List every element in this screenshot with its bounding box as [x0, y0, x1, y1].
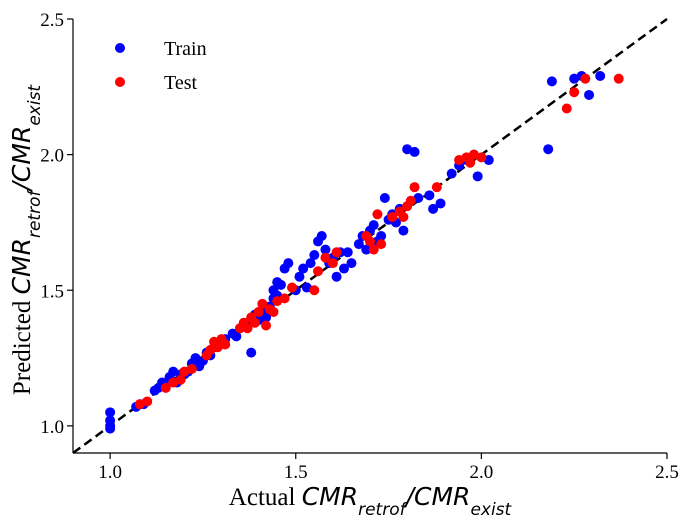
- y-axis-title: Predicted CMRretrof/CMRexist: [7, 84, 45, 396]
- train-point: [398, 225, 409, 236]
- test-point: [613, 73, 624, 84]
- y-tick-label: 2.5: [40, 10, 64, 31]
- train-point: [409, 146, 420, 157]
- test-point: [398, 212, 409, 223]
- train-point: [294, 271, 305, 282]
- test-point: [561, 103, 572, 114]
- test-point: [320, 252, 331, 263]
- test-point: [465, 157, 476, 168]
- train-point: [305, 258, 316, 269]
- train-point: [379, 193, 390, 204]
- legend-train-label: Train: [164, 38, 207, 60]
- train-point: [105, 423, 116, 434]
- train-point: [543, 144, 554, 155]
- train-point: [472, 171, 483, 182]
- x-axis-title: Actual CMRretrof/CMRexist: [229, 482, 513, 519]
- test-point: [242, 323, 253, 334]
- train-point: [376, 231, 387, 241]
- train-point: [105, 407, 116, 418]
- test-point: [331, 247, 342, 258]
- test-point: [253, 306, 264, 317]
- train-point: [428, 203, 439, 214]
- test-point: [309, 285, 320, 296]
- test-point: [387, 212, 398, 223]
- test-point: [409, 182, 420, 193]
- x-tick-label: 2.5: [655, 462, 679, 483]
- test-point: [160, 382, 171, 393]
- train-point: [424, 190, 435, 201]
- test-point: [268, 306, 279, 317]
- train-point: [298, 263, 309, 274]
- test-point: [569, 87, 580, 98]
- legend-train-marker: [115, 43, 125, 53]
- train-point: [546, 76, 557, 87]
- train-point: [346, 258, 357, 269]
- train-point: [320, 244, 331, 255]
- train-point: [342, 247, 353, 258]
- train-point: [309, 249, 320, 260]
- test-point: [405, 195, 416, 206]
- train-point: [283, 258, 294, 269]
- x-tick-label: 1.0: [98, 462, 122, 483]
- test-point: [580, 73, 591, 84]
- train-point: [584, 89, 595, 100]
- train-point: [231, 331, 242, 342]
- test-point: [186, 363, 197, 374]
- train-point: [361, 244, 372, 255]
- test-point: [313, 266, 324, 277]
- legend-test-label: Test: [164, 72, 197, 94]
- axes-layer: [72, 19, 667, 454]
- train-point: [339, 263, 350, 274]
- x-tick-label: 1.5: [284, 462, 308, 483]
- test-point: [249, 317, 260, 328]
- test-point: [261, 320, 272, 331]
- train-point: [275, 279, 286, 290]
- train-point: [435, 198, 446, 209]
- y-tick-label: 2.0: [40, 146, 64, 167]
- train-point: [316, 231, 327, 241]
- legend: Train Test: [115, 38, 207, 94]
- y-tick-label: 1.5: [40, 281, 64, 302]
- test-point: [142, 396, 153, 407]
- train-point: [261, 312, 272, 323]
- train-point: [331, 271, 342, 282]
- test-point: [287, 282, 298, 293]
- test-point: [476, 152, 487, 163]
- test-point: [372, 209, 383, 220]
- train-point: [368, 220, 379, 231]
- test-point: [175, 374, 186, 385]
- ticks-layer: 1.0 1.5 2.0 2.5 1.0 1.5 2.0 2.5: [40, 10, 679, 483]
- test-point: [279, 293, 290, 304]
- y-tick-label: 1.0: [40, 417, 64, 438]
- test-point: [368, 244, 379, 255]
- legend-test-marker: [115, 77, 125, 87]
- test-point: [431, 182, 442, 193]
- test-point: [220, 339, 231, 350]
- test-point: [376, 239, 387, 250]
- test-point: [327, 258, 338, 269]
- x-tick-label: 2.0: [470, 462, 494, 483]
- data-points-layer: [105, 70, 624, 434]
- train-point: [446, 168, 457, 179]
- test-point: [257, 298, 268, 309]
- train-point: [595, 70, 606, 81]
- train-point: [246, 347, 257, 358]
- train-point: [353, 239, 364, 250]
- test-point: [365, 236, 375, 247]
